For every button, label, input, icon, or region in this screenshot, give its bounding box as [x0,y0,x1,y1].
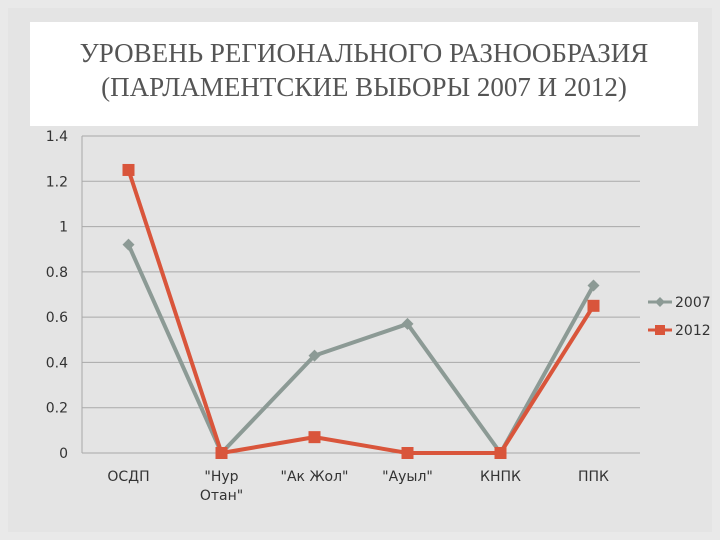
y-tick-label: 0.2 [46,401,68,417]
data-point-2012 [587,299,600,312]
y-tick-label: 0.8 [46,265,68,281]
y-tick-label: 1.2 [46,174,68,190]
x-axis-ticks: ОСДП "Нур Отан" "Ак Жол" "Ауыл" КНПК ППК [107,469,609,504]
x-tick-label: ППК [578,469,609,485]
series-2007-line [126,243,596,455]
data-point-2012 [308,431,321,444]
x-tick-label: "Ак Жол" [281,469,349,485]
series-group [122,163,600,459]
data-point-2007 [401,317,414,330]
data-point-2012 [215,447,228,459]
data-point-2007 [122,238,135,251]
y-tick-label: 0.4 [46,355,68,371]
chart-title: УРОВЕНЬ РЕГИОНАЛЬНОГО РАЗНООБРАЗИЯ (ПАРЛ… [30,36,698,104]
grid-lines [81,135,640,454]
x-tick-label: ОСДП [107,469,149,485]
series-2012-line [126,169,596,455]
data-point-2012 [494,447,507,459]
legend: 2007 2012 [648,295,711,339]
title-line-2: (ПАРЛАМЕНТСКИЕ ВЫБОРЫ 2007 И 2012) [101,72,627,102]
y-tick-label: 0.6 [46,310,68,326]
y-tick-label: 0 [59,446,68,462]
y-tick-label: 1.4 [46,129,68,145]
data-point-2012 [122,163,135,176]
y-axis-ticks: 0 0.2 0.4 0.6 0.8 1 1.2 1.4 [46,129,68,462]
legend-label-2012: 2012 [675,323,711,339]
title-line-1: УРОВЕНЬ РЕГИОНАЛЬНОГО РАЗНООБРАЗИЯ [79,38,649,68]
legend-label-2007: 2007 [675,295,711,311]
y-tick-label: 1 [59,220,68,236]
legend-marker-2012 [655,325,665,335]
data-point-2007 [587,279,600,292]
legend-marker-2007 [655,297,665,307]
data-point-2007 [308,349,321,362]
data-point-2012 [401,447,414,459]
x-tick-label: КНПК [480,469,521,485]
x-tick-label: "Нур Отан" [200,469,243,504]
x-tick-label: "Ауыл" [382,469,433,485]
title-box: УРОВЕНЬ РЕГИОНАЛЬНОГО РАЗНООБРАЗИЯ (ПАРЛ… [30,22,698,126]
